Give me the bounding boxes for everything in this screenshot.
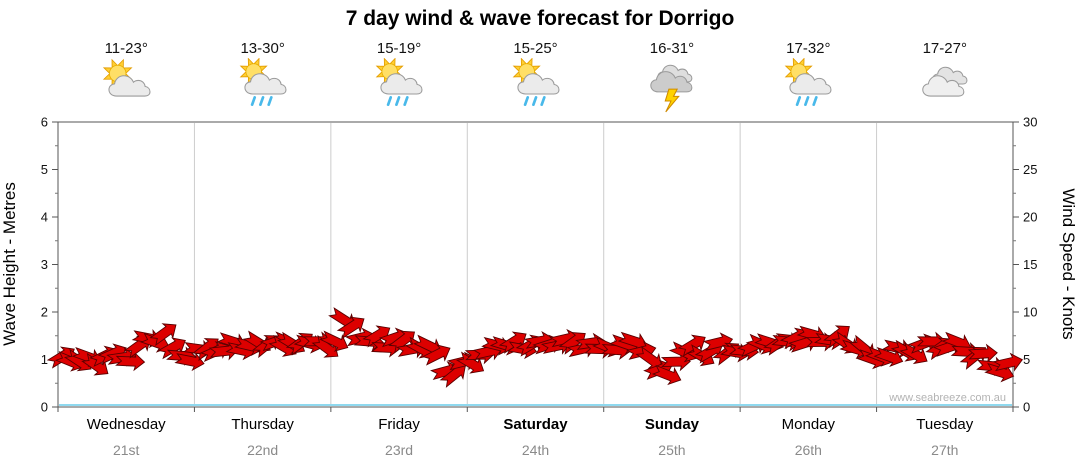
left-tick-label: 6 — [41, 115, 48, 130]
left-tick-label: 0 — [41, 400, 48, 415]
temp-range: 17-32° — [786, 40, 831, 57]
day-date: 22nd — [247, 442, 279, 458]
lightning-icon — [664, 88, 680, 113]
temp-range: 16-31° — [649, 40, 695, 57]
left-tick-label: 3 — [41, 257, 48, 272]
day-name: Monday — [781, 416, 836, 433]
left-tick-label: 1 — [41, 352, 48, 367]
sun-cloud-rain-icon — [784, 57, 832, 107]
raindrop-icon — [812, 96, 818, 107]
raindrop-icon — [386, 96, 393, 107]
raindrop-icon — [523, 96, 529, 107]
raindrop-icon — [804, 96, 810, 107]
wind-arrow — [635, 346, 663, 369]
raindrop-icon — [395, 96, 401, 107]
raindrop-icon — [250, 96, 256, 107]
left-tick-label: 5 — [41, 162, 48, 177]
wind-arrow — [421, 344, 451, 366]
right-tick-label: 10 — [1023, 305, 1037, 320]
temp-range: 17-27° — [922, 40, 967, 57]
raindrop-icon — [796, 96, 802, 107]
sun-cloud-rain-icon — [375, 57, 423, 107]
cloud-shape — [380, 73, 423, 95]
wind-arrow — [319, 330, 349, 352]
sun-cloud-icon — [99, 58, 153, 114]
sun-cloud-rain-icon — [509, 57, 563, 114]
wind-arrow — [455, 351, 485, 374]
plot-elements: 0 1 2 3 4 5 6 0 5 10 15 20 25 30 — [41, 115, 1038, 415]
raindrop-icon — [539, 96, 546, 107]
day-name: Sunday — [644, 416, 700, 433]
wind-arrow — [149, 323, 177, 347]
wind-arrow — [992, 352, 1024, 372]
clouds-icon — [922, 66, 968, 97]
storm-icon — [645, 58, 699, 114]
right-tick-label: 25 — [1023, 162, 1037, 177]
temp-range: 15-25° — [513, 40, 558, 57]
wind-arrow — [899, 342, 928, 365]
cloud-shape — [922, 75, 965, 97]
right-tick-label: 0 — [1023, 400, 1030, 415]
wind-arrow — [651, 364, 682, 386]
wind-arrow — [336, 316, 365, 339]
left-tick-label: 2 — [41, 305, 48, 320]
temp-range: 11-23° — [104, 40, 148, 57]
day-name: Friday — [378, 416, 420, 433]
day-date: 27th — [931, 442, 959, 458]
day-date: 21st — [112, 442, 140, 458]
wind-arrow — [174, 351, 205, 372]
temp-range: 15-19° — [376, 40, 422, 57]
cloud-shape — [789, 73, 832, 95]
right-tick-label: 5 — [1023, 352, 1030, 367]
raindrop-icon — [531, 96, 537, 107]
right-tick-label: 15 — [1023, 257, 1037, 272]
sun-cloud-rain-icon — [372, 57, 426, 114]
day-name: Wednesday — [86, 416, 166, 433]
raindrop-icon — [258, 96, 264, 107]
day-date: 24th — [521, 442, 550, 458]
cloud-shape — [516, 73, 559, 95]
cloud-shape — [108, 75, 151, 97]
sun-cloud-icon — [103, 58, 151, 97]
left-tick-label: 4 — [41, 210, 48, 225]
right-axis-label: Wind Speed - Knots — [1059, 188, 1078, 339]
sun-cloud-rain-icon — [781, 57, 835, 114]
storm-icon — [650, 64, 693, 113]
temp-range: 13-30° — [240, 40, 285, 57]
cloud-shape — [244, 73, 287, 95]
sun-cloud-rain-icon — [239, 57, 287, 107]
page-title: 7 day wind & wave forecast for Dorrigo — [345, 7, 735, 30]
day-date: 23rd — [385, 442, 414, 458]
cloud-shape — [650, 71, 693, 93]
wind-arrow — [873, 346, 904, 367]
day-date: 26th — [794, 442, 822, 458]
watermark: www.seabreeze.com.au — [888, 392, 1006, 404]
raindrop-icon — [403, 96, 409, 107]
right-tick-label: 30 — [1023, 115, 1037, 130]
wind-arrow-series — [46, 307, 1024, 388]
left-axis-label: Wave Height - Metres — [0, 182, 19, 346]
day-name: Saturday — [503, 416, 568, 433]
right-tick-label: 20 — [1023, 210, 1037, 225]
sun-cloud-rain-icon — [236, 57, 290, 114]
sun-cloud-rain-icon — [512, 57, 559, 107]
day-date: 25th — [658, 442, 686, 458]
raindrop-icon — [266, 96, 273, 107]
day-name: Tuesday — [916, 416, 974, 433]
wind-arrow — [115, 351, 146, 372]
clouds-icon — [918, 58, 972, 114]
day-name: Thursday — [231, 416, 294, 433]
